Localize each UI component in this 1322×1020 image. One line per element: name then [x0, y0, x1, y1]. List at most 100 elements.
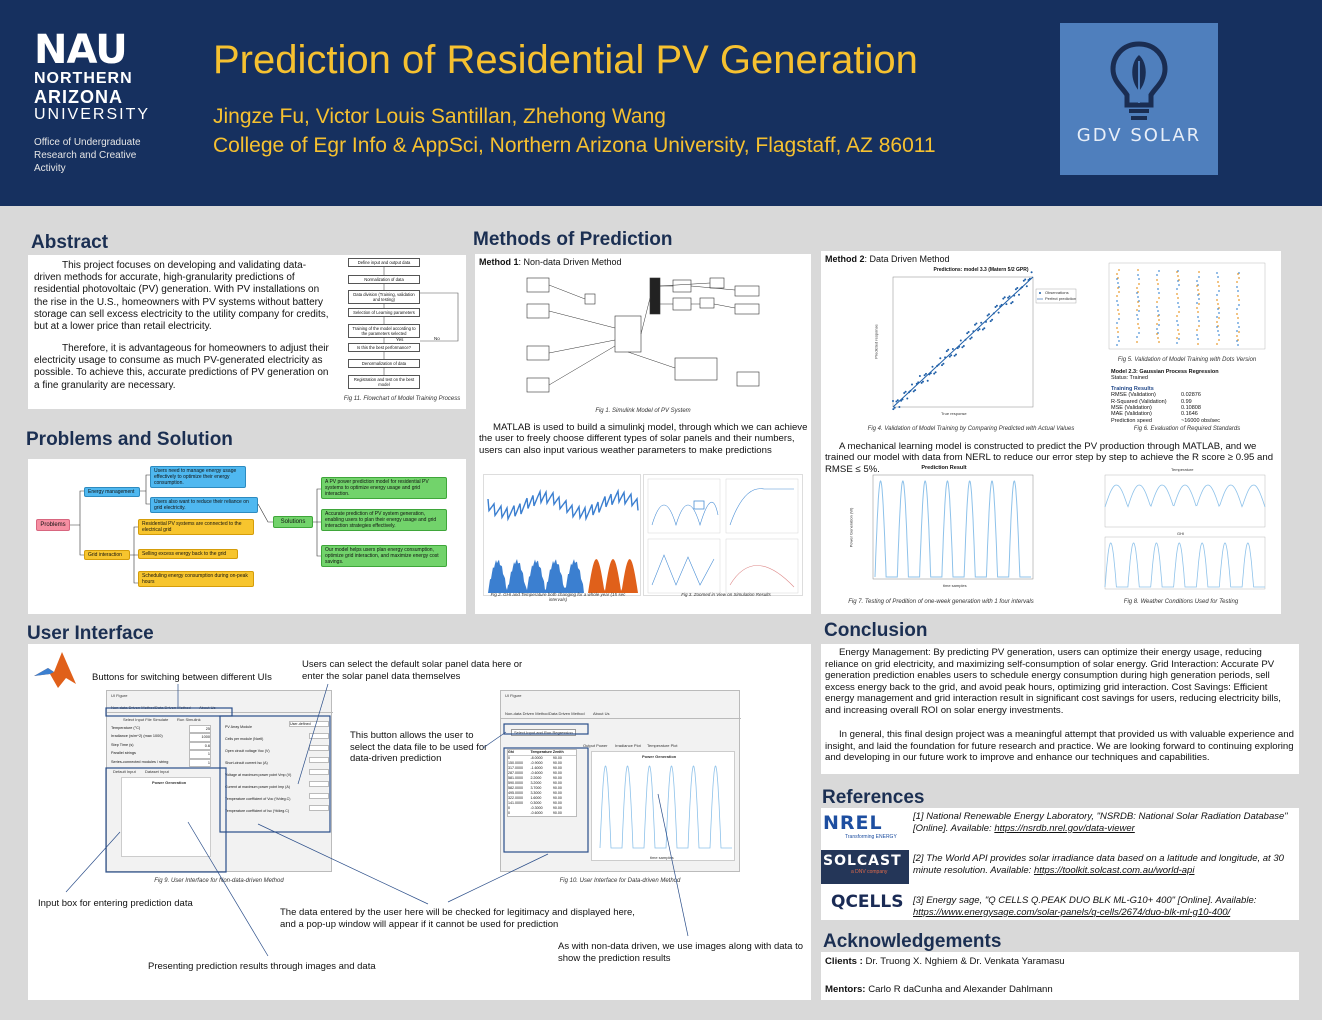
- fig4-ylabel: Predicted response: [873, 324, 879, 359]
- fig5-point: [1237, 295, 1239, 297]
- btn-dataset-input[interactable]: Dataset Input: [145, 769, 169, 774]
- btn-select-weather[interactable]: Select Input File Simulate: [123, 717, 169, 722]
- fig5-point: [1237, 290, 1239, 292]
- metric-key: MSE (Validation): [1111, 405, 1152, 412]
- fig4-point: [945, 350, 948, 353]
- fig5-point: [1217, 308, 1219, 310]
- btn-select-run-regression[interactable]: Select Input and Run Regression: [511, 729, 576, 736]
- fig4-point: [972, 330, 975, 333]
- table-cell: 322.0000: [508, 796, 523, 800]
- table-cell: 90.00: [552, 781, 562, 785]
- fig4-point: [980, 321, 983, 324]
- fig5-point: [1137, 274, 1139, 276]
- field-input[interactable]: 1000: [189, 733, 211, 742]
- fig5-point: [1157, 315, 1159, 317]
- fig4-point: [937, 363, 940, 366]
- fig4-point: [929, 372, 932, 375]
- field-input[interactable]: [309, 745, 329, 751]
- fig4-point: [948, 355, 951, 358]
- field-input[interactable]: [309, 805, 329, 811]
- tab-irradiance[interactable]: Irradiance Plot: [615, 743, 641, 748]
- fig5-point: [1216, 299, 1218, 301]
- tab-about[interactable]: About Us: [593, 711, 610, 716]
- fig4-point: [1027, 279, 1030, 281]
- btn-default-input[interactable]: Default Input: [113, 769, 136, 774]
- fig4-point: [958, 345, 961, 348]
- tab-temperature[interactable]: Temperature Plot: [647, 743, 678, 748]
- fig4-point: [1016, 287, 1019, 289]
- fig5-point: [1158, 319, 1160, 321]
- field-input[interactable]: [309, 757, 329, 763]
- fig5-point: [1118, 340, 1120, 342]
- fig4-caption: Fig 4. Validation of Model Training by C…: [867, 426, 1075, 432]
- field-input[interactable]: 25: [189, 725, 211, 734]
- fig5-point: [1196, 285, 1198, 287]
- nau-office-line: Research and Creative: [34, 150, 137, 161]
- ack-clients: Clients : Dr. Truong X. Nghiem & Dr. Ven…: [825, 956, 1065, 967]
- flow-step: Registration and test on the best model: [348, 375, 420, 389]
- fig4-point: [1021, 286, 1024, 289]
- abstract-p1: This project focuses on developing and v…: [34, 260, 329, 333]
- fig6-caption: Fig 6. Evaluation of Required Standards: [1133, 426, 1241, 432]
- fig5-point: [1236, 340, 1238, 342]
- fig5-point: [1196, 334, 1198, 336]
- table-row: 322.0000 1.6000 90.00: [508, 796, 576, 801]
- flow-step: Denormalization of data: [348, 359, 420, 368]
- fig5-point: [1198, 325, 1200, 327]
- power-gen-plot-data: Power Generation time samples: [591, 751, 735, 861]
- field-row: Cells per module (Ncell): [225, 733, 329, 745]
- field-input[interactable]: [309, 733, 329, 739]
- right-fields: PV Array Module User-defined Cells per mo…: [225, 721, 329, 831]
- metric-key: MAE (Validation): [1111, 411, 1152, 418]
- field-input[interactable]: [309, 769, 329, 775]
- fig5-point: [1158, 324, 1160, 326]
- fig4-point: [986, 314, 989, 317]
- fig5-point: [1216, 294, 1218, 296]
- ui-window-title: UI Figure: [111, 693, 128, 698]
- fig5-point: [1136, 309, 1138, 311]
- ann-input: Input box for entering prediction data: [38, 898, 193, 909]
- fig4-point: [892, 408, 895, 411]
- table-cell: 3.7000: [530, 786, 542, 790]
- fig4-point: [991, 318, 994, 321]
- field-input[interactable]: 0.6: [189, 741, 211, 751]
- fig5-point: [1117, 309, 1119, 311]
- field-input[interactable]: [309, 781, 329, 787]
- btn-run-simulink[interactable]: Run Simulink: [177, 717, 201, 722]
- fig5-point: [1238, 277, 1240, 279]
- fig5-point: [1117, 282, 1119, 284]
- tab-nondata[interactable]: Non-data Driven Method: [505, 711, 549, 716]
- tab-data[interactable]: Data Driven Method: [549, 711, 585, 716]
- fig4-point: [911, 383, 913, 386]
- field-input[interactable]: 1: [189, 750, 211, 759]
- reference-1-link[interactable]: https://nsrdb.nrel.gov/data-viewer: [994, 822, 1135, 834]
- fig5-point: [1238, 326, 1240, 328]
- fig5-point: [1236, 330, 1238, 332]
- fig5-point: [1216, 321, 1218, 323]
- field-input[interactable]: [309, 793, 329, 799]
- reference-2-link[interactable]: https://toolkit.solcast.com.au/world-api: [1033, 864, 1195, 876]
- fig4-point: [1030, 271, 1033, 274]
- metric-key: RMSE (Validation): [1111, 392, 1156, 399]
- ack-heading: Acknowledgements: [823, 931, 1002, 952]
- reference-2-text: [2] The World API provides solar irradia…: [913, 853, 1284, 876]
- table-cell: 150.0000: [508, 761, 523, 765]
- fig5-point: [1196, 280, 1198, 282]
- fig5-point: [1137, 318, 1139, 320]
- fig5-point: [1116, 295, 1118, 297]
- fig4-chart: Predictions: model 3.3 (Matern 5/2 GPR) …: [874, 265, 1081, 425]
- matlab-logo-icon: [34, 652, 76, 688]
- array-module-select[interactable]: User-defined: [289, 721, 329, 727]
- fig6-metrics: Model 2.3: Gaussian Process Regression S…: [1111, 369, 1251, 424]
- fig5-point: [1197, 343, 1199, 345]
- field-label: Temperature coefficient of Isc (%/deg.C): [225, 809, 290, 813]
- fig4-point: [967, 331, 970, 333]
- tab-output-power[interactable]: Output Power: [583, 743, 608, 748]
- field-input[interactable]: 1: [189, 758, 211, 768]
- fig4-point: [992, 312, 995, 315]
- fig4-point: [956, 347, 959, 350]
- fig4-point: [953, 354, 956, 357]
- fig5-point: [1236, 308, 1238, 310]
- fig5-point: [1157, 283, 1159, 285]
- reference-3-link[interactable]: https://www.energysage.com/solar-panels/…: [913, 906, 1231, 918]
